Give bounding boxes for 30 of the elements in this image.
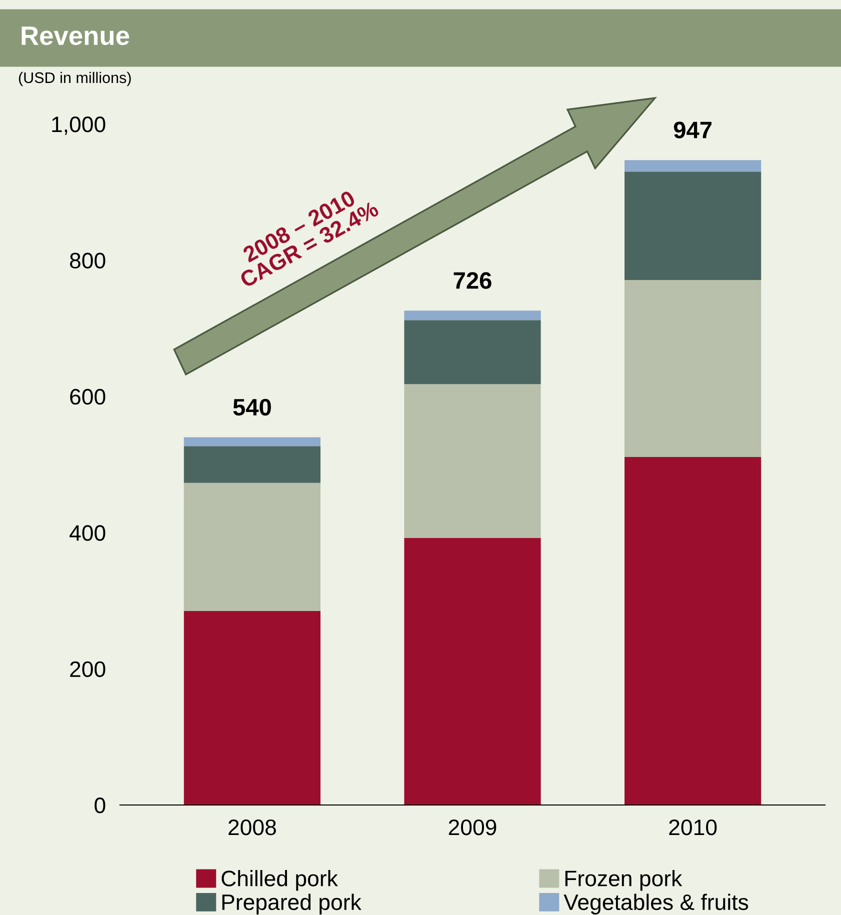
legend-label: Prepared pork xyxy=(222,894,362,914)
y-tick-label: 1,000 xyxy=(52,116,106,135)
bar xyxy=(184,482,320,611)
bar xyxy=(624,280,762,458)
x-tick-label: 2008 xyxy=(228,819,276,836)
y-tick-label: 800 xyxy=(70,252,106,268)
total-label: 726 xyxy=(454,272,492,289)
legend-label: Chilled pork xyxy=(222,870,338,891)
y-tick-label: 200 xyxy=(70,661,106,678)
bar xyxy=(184,610,320,805)
bar xyxy=(404,320,541,384)
y-tick-label: 600 xyxy=(70,388,106,405)
total-label: 540 xyxy=(233,398,271,416)
chart-title: Revenue xyxy=(22,26,130,46)
bar xyxy=(624,457,762,805)
legend-label: Vegetables & fruits xyxy=(564,894,748,914)
bar xyxy=(404,538,541,805)
x-tick-label: 2009 xyxy=(448,819,496,836)
bar xyxy=(184,437,320,446)
legend-label: Frozen pork xyxy=(565,870,682,891)
x-tick-label: 2010 xyxy=(669,819,717,836)
bar xyxy=(624,172,762,280)
y-tick-label: 0 xyxy=(94,798,106,814)
y-tick-label: 400 xyxy=(70,525,106,541)
total-label: 947 xyxy=(674,122,712,138)
bar xyxy=(184,446,320,483)
bar xyxy=(404,310,541,320)
bar xyxy=(624,160,762,172)
bar xyxy=(404,384,541,538)
chart-subtitle: (USD in millions) xyxy=(18,72,131,86)
